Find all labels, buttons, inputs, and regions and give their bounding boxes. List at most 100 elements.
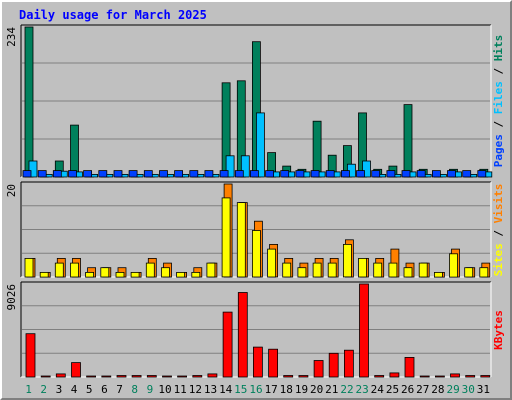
bar-sites-day-14 bbox=[221, 197, 231, 278]
bar-sites-day-15 bbox=[236, 202, 246, 278]
bar-files-day-15 bbox=[240, 155, 250, 178]
bar-kbytes-day-16 bbox=[252, 346, 263, 378]
bar-pages-day-20 bbox=[310, 170, 320, 178]
bar-pages-day-7 bbox=[113, 170, 123, 178]
bar-kbytes-day-1 bbox=[25, 333, 36, 378]
day-label-4: 4 bbox=[71, 383, 78, 396]
bar-hits-day-4 bbox=[70, 124, 79, 178]
bar-pages-day-30 bbox=[462, 170, 472, 178]
bar-kbytes-day-23 bbox=[359, 283, 369, 378]
bar-pages-day-8 bbox=[128, 170, 138, 178]
legend-separator: / bbox=[492, 61, 505, 81]
day-label-5: 5 bbox=[86, 383, 93, 396]
bar-files-day-23 bbox=[362, 160, 371, 178]
bar-sites-day-19 bbox=[297, 267, 307, 278]
day-label-12: 12 bbox=[189, 383, 202, 396]
bar-pages-day-16 bbox=[249, 170, 259, 178]
day-label-24: 24 bbox=[371, 383, 385, 396]
day-label-7: 7 bbox=[116, 383, 123, 396]
bar-pages-day-15 bbox=[234, 170, 244, 178]
bar-pages-day-25 bbox=[386, 170, 396, 178]
legend-separator: / bbox=[492, 223, 505, 243]
bar-kbytes-day-22 bbox=[343, 349, 354, 378]
day-label-11: 11 bbox=[174, 383, 187, 396]
bar-sites-day-26 bbox=[403, 267, 413, 278]
bar-hits-day-20 bbox=[312, 120, 322, 178]
bar-pages-day-5 bbox=[83, 170, 92, 178]
bar-pages-day-14 bbox=[219, 170, 229, 178]
day-label-18: 18 bbox=[280, 383, 293, 396]
legend-kbytes: KBytes bbox=[492, 310, 505, 350]
bar-sites-day-1 bbox=[24, 257, 34, 278]
bar-kbytes-day-10 bbox=[162, 375, 172, 378]
day-label-26: 26 bbox=[401, 383, 414, 396]
bar-kbytes-day-18 bbox=[283, 375, 294, 378]
bar-sites-day-18 bbox=[282, 262, 292, 278]
bar-kbytes-day-11 bbox=[177, 375, 188, 378]
bar-hits-day-1 bbox=[24, 26, 34, 178]
bar-pages-day-21 bbox=[325, 170, 335, 178]
bar-kbytes-day-24 bbox=[374, 375, 385, 378]
day-label-6: 6 bbox=[101, 383, 108, 396]
day-label-23: 23 bbox=[355, 383, 368, 396]
bar-kbytes-day-25 bbox=[389, 372, 400, 378]
bar-sites-day-21 bbox=[327, 262, 337, 278]
bar-sites-day-17 bbox=[267, 248, 277, 278]
bar-files-day-1 bbox=[28, 160, 38, 178]
legend-item-sites: Sites bbox=[492, 243, 505, 276]
bar-pages-day-24 bbox=[371, 170, 381, 178]
bar-sites-day-8 bbox=[130, 271, 140, 278]
legend-visits-sites: Sites / Visits bbox=[492, 184, 505, 277]
legend-item-files: Files bbox=[492, 81, 505, 114]
y-max-label-hits-files-pages: 234 bbox=[5, 27, 18, 47]
bar-sites-day-27 bbox=[418, 262, 428, 278]
bar-sites-day-12 bbox=[191, 271, 201, 278]
bar-kbytes-day-17 bbox=[268, 348, 279, 378]
bar-pages-day-4 bbox=[68, 170, 77, 178]
bar-kbytes-day-14 bbox=[222, 311, 233, 378]
day-label-13: 13 bbox=[204, 383, 217, 396]
bar-sites-day-29 bbox=[449, 253, 458, 278]
day-label-16: 16 bbox=[249, 383, 262, 396]
bar-sites-day-2 bbox=[39, 271, 49, 278]
bar-sites-day-4 bbox=[70, 262, 79, 278]
bar-kbytes-day-7 bbox=[116, 375, 127, 378]
bar-sites-day-11 bbox=[176, 271, 186, 278]
bar-sites-day-31 bbox=[479, 267, 489, 278]
bar-pages-day-18 bbox=[280, 170, 290, 178]
day-label-20: 20 bbox=[310, 383, 323, 396]
bar-pages-day-28 bbox=[431, 170, 441, 178]
bar-pages-day-29 bbox=[447, 170, 456, 178]
bar-sites-day-25 bbox=[388, 262, 398, 278]
bar-kbytes-day-4 bbox=[71, 362, 81, 378]
bar-pages-day-6 bbox=[98, 170, 108, 178]
legend-separator: / bbox=[492, 114, 505, 134]
day-label-27: 27 bbox=[416, 383, 429, 396]
day-label-1: 1 bbox=[25, 383, 32, 396]
day-label-19: 19 bbox=[295, 383, 308, 396]
day-label-21: 21 bbox=[325, 383, 338, 396]
bar-kbytes-day-21 bbox=[328, 352, 339, 378]
day-label-30: 30 bbox=[462, 383, 475, 396]
legend-hits-files-pages: Pages / Files / Hits bbox=[492, 35, 505, 168]
bar-kbytes-day-3 bbox=[55, 373, 66, 378]
day-label-15: 15 bbox=[234, 383, 247, 396]
legend-item-kbytes: KBytes bbox=[492, 310, 505, 350]
day-label-25: 25 bbox=[386, 383, 399, 396]
bar-sites-day-13 bbox=[206, 262, 216, 278]
bar-pages-day-3 bbox=[52, 170, 62, 178]
bar-files-day-16 bbox=[255, 112, 265, 178]
bar-kbytes-day-31 bbox=[480, 375, 491, 378]
day-label-31: 31 bbox=[477, 383, 490, 396]
bar-sites-day-3 bbox=[54, 262, 64, 278]
bar-kbytes-day-30 bbox=[465, 375, 476, 378]
bar-kbytes-day-6 bbox=[101, 375, 112, 378]
day-label-14: 14 bbox=[219, 383, 233, 396]
bar-pages-day-23 bbox=[356, 170, 365, 178]
y-max-label-kbytes: 9026 bbox=[5, 284, 18, 311]
y-max-label-visits-sites: 20 bbox=[5, 184, 18, 197]
bar-sites-day-23 bbox=[358, 257, 367, 278]
day-label-10: 10 bbox=[158, 383, 171, 396]
bar-kbytes-day-9 bbox=[146, 375, 157, 378]
